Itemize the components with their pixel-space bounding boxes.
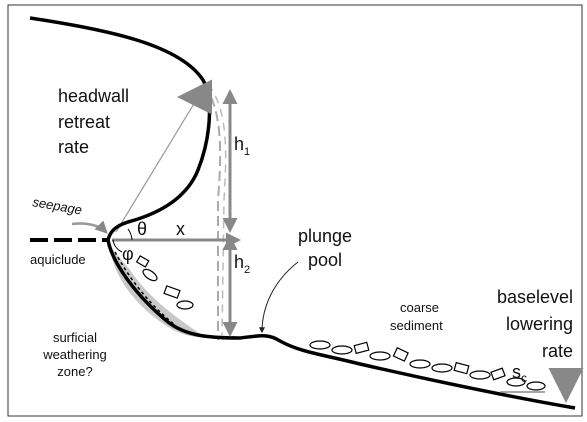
label: 2: [244, 264, 250, 276]
label: pool: [308, 250, 342, 270]
weathering-boundary: [114, 251, 176, 326]
label: s: [512, 362, 521, 382]
theta-arc: [127, 228, 133, 241]
label: seepage: [31, 194, 83, 217]
ground-profile: [106, 239, 576, 410]
label: x: [176, 219, 185, 239]
phi-arc: [112, 239, 123, 253]
label: c: [521, 371, 527, 385]
label: h2: [234, 252, 250, 276]
label: rate: [542, 341, 573, 361]
label: baselevel: [497, 287, 573, 307]
label: h1: [234, 134, 250, 158]
label: coarse: [400, 300, 439, 315]
label: θ: [137, 219, 147, 239]
label: lowering: [506, 314, 573, 334]
pool-arrow: [259, 261, 299, 334]
label: h: [234, 134, 244, 154]
label: aquiclude: [30, 252, 86, 267]
label: plunge: [298, 226, 352, 246]
label: 1: [244, 146, 250, 158]
label: retreat: [58, 112, 110, 132]
sediment: [135, 255, 546, 391]
label: rate: [58, 137, 89, 157]
waterfall: [203, 83, 222, 340]
cliff-profile: [29, 16, 212, 241]
label: headwall: [58, 86, 129, 106]
weathering-zone: [110, 246, 205, 338]
label: zone?: [57, 364, 92, 379]
seepage-arrow: [71, 220, 108, 234]
label: sediment: [390, 318, 443, 333]
label: h: [234, 252, 244, 272]
label: weathering: [42, 347, 107, 362]
label: φ: [122, 244, 134, 264]
frame: [7, 4, 583, 417]
label: sc: [512, 362, 527, 385]
label: surficial: [53, 330, 97, 345]
